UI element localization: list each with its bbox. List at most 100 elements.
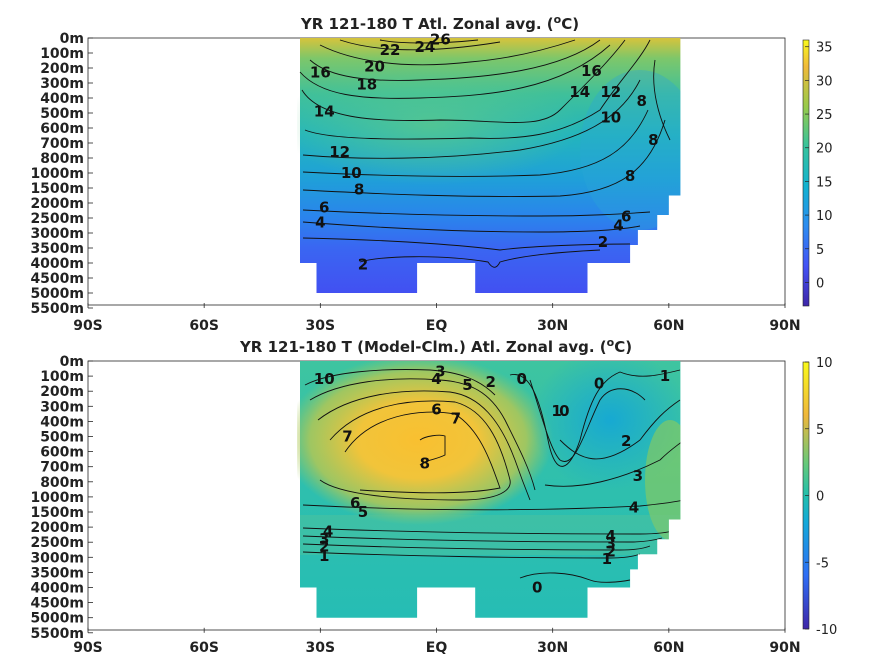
panel-mean-temperature: YR 121-180 T Atl. Zonal avg. (oC)	[30, 13, 832, 334]
x-tick-label: 30N	[537, 318, 568, 334]
x-tick-label: 30S	[306, 640, 336, 656]
contour-label: 3	[319, 530, 329, 548]
y-tick-label: 300m	[40, 76, 84, 92]
colorbar-tick-label: 0	[816, 276, 824, 291]
contour-label: 24	[414, 38, 435, 56]
contour-label: 8	[420, 455, 430, 473]
contour-label: 8	[637, 92, 647, 110]
y-tick-label: 300m	[40, 399, 84, 415]
colorbar-tick-label: 5	[816, 423, 824, 438]
contour-label: 5	[462, 376, 472, 394]
y-tick-label: 0m	[60, 31, 84, 47]
x-tick-label: 90N	[769, 640, 800, 656]
x-tick-label: 60N	[653, 318, 684, 334]
y-tick-label: 3000m	[30, 226, 84, 242]
contour-label: 8	[625, 167, 635, 185]
x-tick-label: EQ	[426, 318, 448, 334]
panel-2-contour-lines	[302, 369, 681, 583]
contour-label: 2	[358, 256, 368, 274]
y-tick-label: 2000m	[30, 520, 84, 536]
y-tick-label: 400m	[40, 91, 84, 107]
y-tick-label: 700m	[40, 460, 84, 476]
contour-label: 0	[594, 375, 604, 393]
colorbar-tick-label: 10	[816, 356, 833, 371]
contour-label: 0	[532, 579, 542, 597]
y-tick-label: 3500m	[30, 241, 84, 257]
y-tick-label: 100m	[40, 46, 84, 62]
y-tick-label: 200m	[40, 384, 84, 400]
contour-label: 4	[323, 523, 333, 541]
y-tick-label: 600m	[40, 121, 84, 137]
contour-label: 8	[354, 181, 364, 199]
contour-label: 4	[315, 214, 325, 232]
y-tick-label: 500m	[40, 430, 84, 446]
y-tick-label: 5500m	[30, 301, 84, 317]
contour-label: 3	[435, 363, 445, 381]
contour-label: 5	[358, 503, 368, 521]
contour-label: 22	[380, 41, 401, 59]
y-tick-label: 2500m	[30, 211, 84, 227]
x-tick-label: 60S	[189, 640, 219, 656]
contour-label: 2	[606, 542, 616, 560]
contour-label: 8	[648, 131, 658, 149]
contour-label: 3	[606, 535, 616, 553]
y-tick-label: 4000m	[30, 581, 84, 597]
contour-label: 1	[602, 550, 612, 568]
panel-2-title: YR 121-180 T (Model-Clm.) Atl. Zonal avg…	[239, 336, 632, 356]
y-tick-label: 700m	[40, 136, 84, 152]
x-tick-label: 90N	[769, 318, 800, 334]
contour-label: 6	[621, 208, 631, 226]
y-tick-label: 4500m	[30, 596, 84, 612]
y-tick-label: 400m	[40, 414, 84, 430]
y-tick-label: 5500m	[30, 626, 84, 642]
y-tick-label: 800m	[40, 475, 84, 491]
x-tick-label: 30N	[537, 640, 568, 656]
colorbar-2-ticks: 10 5 0 -5 -10	[805, 356, 837, 638]
panel-1-title: YR 121-180 T Atl. Zonal avg. (oC)	[300, 13, 579, 33]
colorbar-tick-label: -10	[816, 623, 837, 638]
contour-label: 10	[600, 109, 621, 127]
y-tick-label: 500m	[40, 106, 84, 122]
contour-label: 4	[606, 527, 616, 545]
contour-label: 2	[621, 432, 631, 450]
colorbar-tick-label: 15	[816, 175, 833, 190]
panel-model-minus-climatology: YR 121-180 T (Model-Clm.) Atl. Zonal avg…	[30, 336, 837, 656]
y-tick-label: 4000m	[30, 256, 84, 272]
y-tick-label: 1000m	[30, 490, 84, 506]
contour-label: 2	[485, 373, 495, 391]
y-tick-label: 4500m	[30, 271, 84, 287]
colorbar-tick-label: -5	[816, 556, 829, 571]
contour-label: 7	[451, 409, 461, 427]
contour-label: 2	[319, 538, 329, 556]
panel-2-x-ticks: 90S 60S 30S EQ 30N 60N 90N	[73, 627, 801, 656]
contour-label: 1	[319, 547, 329, 565]
x-tick-label: 90S	[73, 640, 103, 656]
colorbar-tick-label: 20	[816, 142, 833, 157]
y-tick-label: 5000m	[30, 286, 84, 302]
y-tick-label: 1500m	[30, 181, 84, 197]
contour-label: 0	[559, 402, 569, 420]
contour-label: 14	[569, 83, 590, 101]
y-tick-label: 100m	[40, 369, 84, 385]
colorbar-1	[802, 39, 810, 307]
y-tick-label: 800m	[40, 151, 84, 167]
y-tick-label: 600m	[40, 445, 84, 461]
contour-label: 4	[629, 498, 639, 516]
y-tick-label: 1500m	[30, 505, 84, 521]
panel-2-y-ticks: 0m100m200m300m400m500m600m700m800m1000m1…	[30, 354, 93, 642]
panel-1-x-ticks: 90S 60S 30S EQ 30N 60N 90N	[73, 303, 801, 334]
contour-label: 0	[516, 370, 526, 388]
contour-label: 1	[660, 367, 670, 385]
contour-label: 12	[329, 143, 350, 161]
contour-label: 16	[581, 62, 602, 80]
contour-label: 2	[598, 233, 608, 251]
colorbar-tick-label: 5	[816, 243, 824, 258]
colorbar-tick-label: 35	[816, 41, 833, 56]
x-tick-label: 30S	[306, 318, 336, 334]
y-tick-label: 3500m	[30, 565, 84, 581]
colorbar-tick-label: 0	[816, 490, 824, 505]
x-tick-label: 60N	[653, 640, 684, 656]
